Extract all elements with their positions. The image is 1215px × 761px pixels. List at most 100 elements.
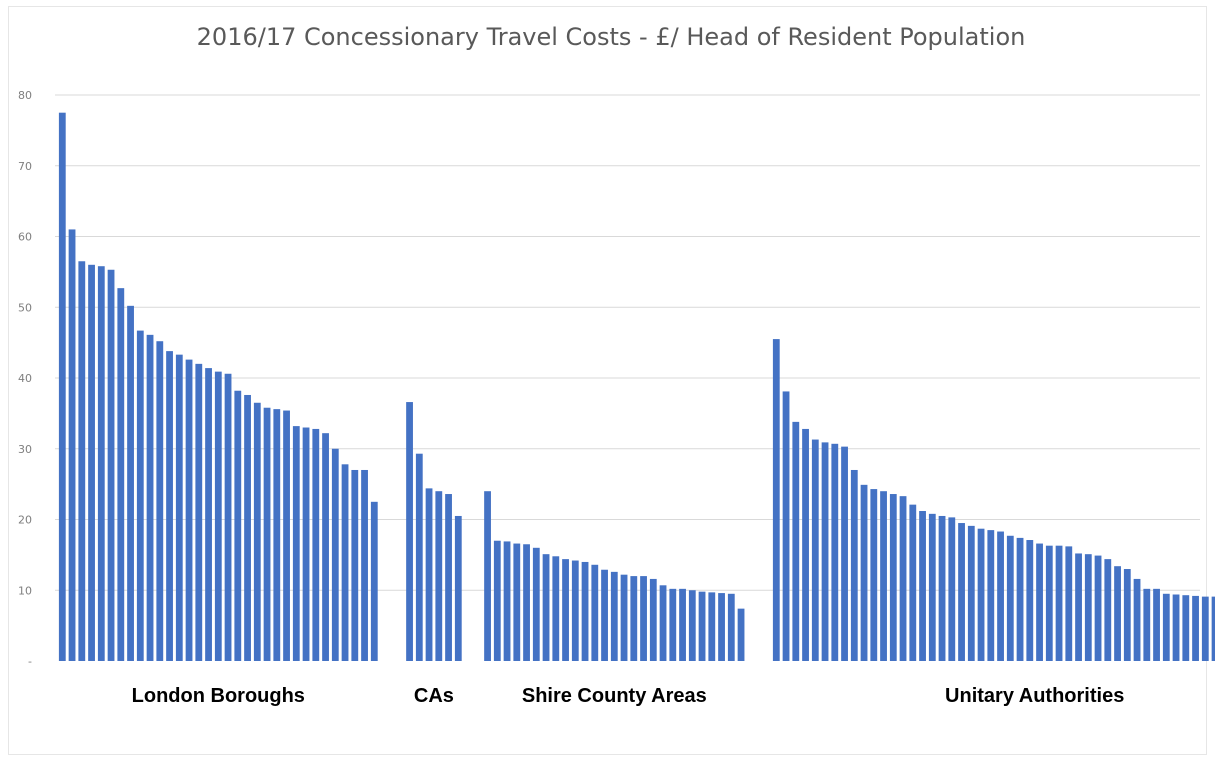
bar	[523, 544, 530, 661]
bar	[117, 288, 125, 661]
bar	[532, 547, 540, 661]
bar	[283, 410, 290, 661]
y-tick-label: 20	[18, 514, 32, 527]
bar	[850, 469, 858, 661]
bar	[493, 540, 501, 661]
bar	[1162, 593, 1170, 661]
bar	[415, 453, 423, 661]
bar	[1104, 559, 1112, 661]
bar	[1036, 543, 1043, 661]
bar	[68, 229, 76, 661]
bar	[1075, 553, 1082, 661]
y-tick-label: 60	[18, 231, 32, 244]
bar	[322, 433, 329, 661]
bar	[503, 541, 511, 661]
bar	[1045, 545, 1053, 661]
y-tick-label: 40	[18, 372, 32, 385]
bar	[406, 402, 413, 661]
bar	[610, 571, 618, 661]
bar	[175, 354, 183, 661]
bar	[601, 569, 608, 661]
bar	[341, 464, 349, 661]
bar	[772, 339, 780, 661]
bar	[1055, 545, 1063, 661]
group-labels: London Boroughs CAs Shire County Areas Unit…	[132, 685, 1125, 707]
group-label: Unitary Authorities	[945, 685, 1124, 707]
bar	[244, 394, 251, 661]
bar	[78, 261, 86, 661]
bar	[146, 334, 154, 661]
bar	[870, 489, 878, 661]
bar	[831, 443, 839, 661]
bar	[1201, 596, 1209, 661]
bar	[792, 421, 800, 661]
bar	[1094, 555, 1102, 661]
bar	[630, 576, 638, 661]
bar	[958, 523, 965, 661]
bar	[708, 592, 716, 661]
bar	[484, 491, 491, 661]
bar	[997, 531, 1004, 661]
bar	[821, 442, 829, 661]
bar	[370, 501, 378, 661]
bar	[880, 491, 887, 661]
bar	[581, 561, 589, 661]
bar	[640, 576, 647, 661]
bar	[718, 593, 725, 661]
bar	[649, 578, 657, 661]
bar	[727, 593, 735, 661]
bar	[1182, 595, 1190, 661]
bar	[1172, 594, 1180, 661]
bar	[552, 556, 560, 661]
bar	[1211, 596, 1215, 661]
bar	[542, 554, 550, 661]
bar	[688, 590, 696, 661]
group-label: London Boroughs	[132, 685, 305, 707]
bar	[571, 560, 579, 661]
bar	[669, 588, 677, 661]
bar	[987, 530, 995, 661]
bar	[698, 591, 706, 661]
bar	[156, 341, 164, 661]
bar	[224, 373, 232, 661]
bars	[58, 112, 1215, 661]
bar	[302, 427, 310, 661]
y-tick-label: 30	[18, 443, 32, 456]
bar	[195, 363, 203, 661]
bar	[127, 305, 134, 661]
bar	[802, 428, 809, 661]
bar	[782, 391, 790, 661]
y-tick-label: 10	[18, 584, 32, 597]
bar	[1114, 566, 1121, 661]
bar	[967, 525, 975, 661]
bar	[205, 368, 212, 661]
bar	[351, 469, 359, 661]
bar	[454, 515, 462, 661]
bar	[1026, 540, 1034, 661]
bar	[977, 528, 985, 661]
bar	[136, 330, 144, 661]
bar	[312, 428, 320, 661]
bar	[273, 409, 281, 661]
bar	[88, 264, 95, 661]
bar	[1192, 595, 1199, 661]
bar	[899, 496, 907, 661]
bar	[1143, 588, 1151, 661]
chart-frame	[8, 6, 1207, 755]
bar	[1065, 546, 1073, 661]
bar	[938, 515, 946, 661]
bar	[292, 426, 300, 661]
y-tick-label: 80	[18, 89, 32, 102]
bar	[928, 513, 936, 661]
group-label: Shire County Areas	[522, 685, 707, 707]
bar	[591, 564, 599, 661]
bar	[811, 439, 819, 661]
bar	[1133, 578, 1141, 661]
bar	[445, 494, 452, 661]
bar	[234, 390, 242, 661]
bar	[1016, 537, 1024, 661]
bar	[1153, 588, 1160, 661]
bar	[331, 448, 339, 661]
bar	[889, 494, 897, 661]
